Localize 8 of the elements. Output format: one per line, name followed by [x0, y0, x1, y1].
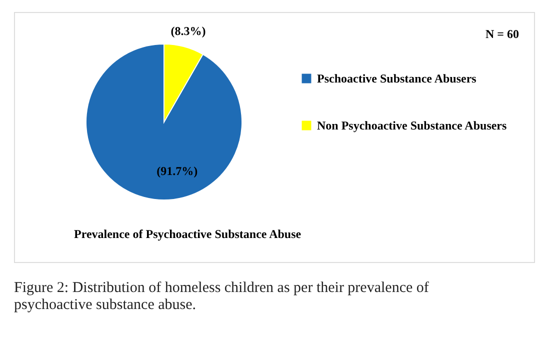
data-label: (8.3%)	[170, 24, 206, 38]
text: N = 60	[485, 27, 519, 41]
caption: Figure 2: Distribution of homeless children as per their prevalence of psychoactive substance abuse.	[14, 280, 429, 313]
pie-slice	[86, 44, 242, 200]
text: Prevalence of Psychoactive Substance Abuse	[74, 227, 302, 241]
legend-label: Pschoactive Substance Abusers	[317, 72, 477, 86]
data-label: (91.7%)	[156, 164, 198, 178]
legend-label: Non Psychoactive Substance Abusers	[317, 118, 508, 132]
